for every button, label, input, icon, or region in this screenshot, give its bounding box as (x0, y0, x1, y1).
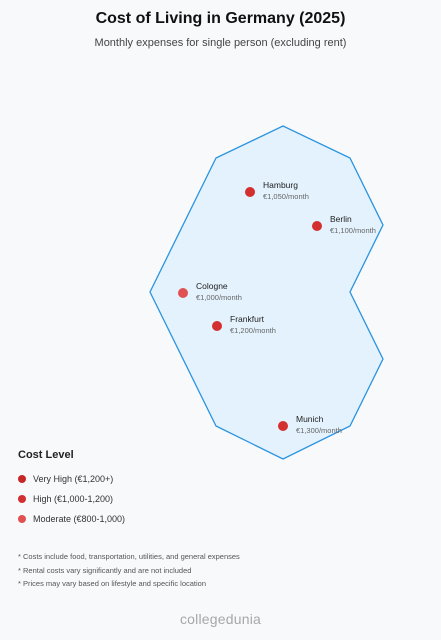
page-subtitle: Monthly expenses for single person (excl… (94, 37, 347, 49)
legend-dot-high (18, 495, 26, 503)
legend-item-very-high: Very High (€1,200+) (18, 472, 113, 486)
city-markers: Hamburg €1,050/month Berlin €1,100/month Col… (178, 180, 376, 435)
city-hamburg: Hamburg €1,050/month (245, 180, 309, 201)
footnotes: * Costs include food, transportation, ut… (18, 550, 240, 591)
footnote: * Rental costs vary significantly and ar… (18, 565, 192, 575)
legend-title: Cost Level (18, 449, 74, 461)
city-cost-berlin: €1,100/month (330, 226, 376, 235)
city-marker-frankfurt (212, 321, 222, 331)
legend-dot-moderate (18, 515, 26, 523)
page-title: Cost of Living in Germany (2025) (95, 10, 346, 27)
legend-item-high: High (€1,000-1,200) (18, 492, 113, 506)
city-cost-frankfurt: €1,200/month (230, 326, 276, 335)
legend-item-moderate: Moderate (€800-1,000) (18, 512, 125, 526)
city-name-munich: Munich (296, 414, 324, 424)
city-cost-munich: €1,300/month (296, 426, 342, 435)
legend-label-high: High (€1,000-1,200) (33, 494, 114, 504)
city-marker-cologne (178, 288, 188, 298)
legend-label-moderate: Moderate (€800-1,000) (33, 514, 126, 524)
footnote: * Prices may vary based on lifestyle and… (18, 579, 207, 588)
city-name-hamburg: Hamburg (263, 180, 298, 190)
city-marker-berlin (312, 221, 322, 231)
city-munich: Munich €1,300/month (278, 414, 342, 435)
city-name-berlin: Berlin (330, 214, 352, 224)
city-cost-hamburg: €1,050/month (263, 192, 309, 201)
city-frankfurt: Frankfurt €1,200/month (212, 314, 276, 335)
city-cost-cologne: €1,000/month (196, 293, 242, 302)
city-marker-munich (278, 421, 288, 431)
city-name-cologne: Cologne (196, 281, 228, 291)
footnote: * Costs include food, transportation, ut… (18, 552, 240, 561)
germany-outline (149, 125, 384, 460)
city-marker-hamburg (245, 187, 255, 197)
city-berlin: Berlin €1,100/month (312, 214, 376, 235)
brand-watermark: collegedunia (179, 611, 262, 627)
legend-label-very-high: Very High (€1,200+) (33, 474, 114, 484)
city-cologne: Cologne €1,000/month (178, 281, 242, 302)
legend-dot-very-high (18, 475, 26, 483)
city-name-frankfurt: Frankfurt (230, 314, 265, 324)
